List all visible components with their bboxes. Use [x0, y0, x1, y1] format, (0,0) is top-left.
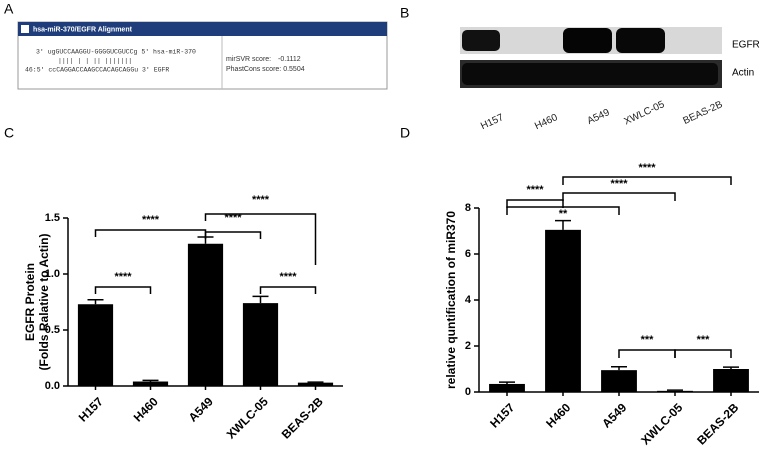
score-label: PhastCons score: 0.5504: [226, 66, 305, 73]
error-bar: [87, 299, 104, 305]
significance-label: ****: [638, 162, 656, 174]
significance-label: ****: [114, 271, 132, 283]
bar: [489, 383, 525, 392]
significance-bracket: [562, 176, 732, 185]
blot-band: [462, 30, 500, 51]
x-tick-label: A549: [186, 394, 216, 424]
blot-row-label: EGFR: [732, 40, 760, 51]
significance-label: ****: [224, 212, 242, 224]
bar: [132, 381, 169, 386]
significance-bracket: [506, 206, 620, 215]
bar: [77, 304, 114, 386]
significance-bracket: [204, 231, 262, 239]
significance-bracket: [204, 213, 317, 265]
blot-band: [563, 28, 612, 53]
x-tick-label: H157: [487, 400, 517, 430]
significance-label: ****: [142, 214, 160, 226]
alignment-line: |||| | | || |||||||: [58, 58, 132, 65]
bar: [713, 369, 749, 392]
x-tick-label: BEAS-2B: [694, 400, 741, 447]
lane-label: H460: [533, 112, 560, 132]
significance-bracket: [506, 199, 564, 208]
y-axis-label: relative quntification of miR370: [444, 211, 458, 389]
bar: [187, 243, 224, 386]
icon: [21, 25, 29, 33]
y-axis-label: (Folds Ralative to Actin): [37, 234, 51, 371]
significance-label: ****: [252, 194, 270, 206]
y-tick-label: 1.0: [45, 268, 60, 280]
panel-label: B: [400, 5, 409, 21]
error-bar: [611, 365, 627, 371]
y-tick-label: 2: [465, 340, 471, 352]
x-tick-label: H157: [76, 394, 106, 424]
western-blot: EGFR Actin H157 H460 A549 XWLC-05 BEAS-2…: [460, 27, 760, 132]
significance-bracket: [562, 192, 676, 201]
panel-label: C: [4, 125, 14, 141]
significance-bracket: [94, 229, 207, 237]
y-tick-label: 4: [465, 294, 472, 306]
lane-label: BEAS-2B: [681, 99, 724, 127]
significance-label: **: [559, 208, 568, 220]
y-tick-label: 0: [465, 386, 471, 398]
significance-label: ****: [610, 178, 628, 190]
bar: [545, 229, 581, 392]
error-bar: [252, 295, 269, 304]
score-label: mirSVR score:: [226, 56, 271, 63]
box-header: [18, 22, 387, 36]
error-bar: [307, 381, 324, 383]
y-tick-label: 8: [465, 202, 471, 214]
lane-label: XWLC-05: [622, 99, 666, 127]
x-tick-label: BEAS-2B: [279, 394, 326, 441]
significance-bracket: [674, 349, 732, 358]
alignment-box: hsa-miR-370/EGFR Alignment 3' ugGUCCAAGG…: [17, 21, 388, 90]
panel-label: A: [4, 1, 14, 17]
significance-label: ***: [697, 334, 711, 346]
significance-label: ***: [641, 334, 655, 346]
lane-label: H157: [479, 112, 506, 132]
error-bar: [667, 389, 683, 391]
error-bar: [723, 366, 739, 369]
blot-band: [616, 28, 665, 53]
bar: [242, 303, 279, 386]
alignment-title: hsa-miR-370/EGFR Alignment: [33, 26, 133, 33]
error-bar: [499, 381, 515, 384]
x-tick-label: H460: [131, 394, 161, 424]
alignment-line: 46:5' ccCAGGACCAAGCCACAGCAGGu 3' EGFR: [25, 67, 169, 74]
significance-bracket: [618, 349, 676, 358]
score-value: -0.1112: [278, 56, 301, 63]
y-tick-label: 0.0: [45, 380, 60, 392]
lane-label: A549: [586, 107, 612, 127]
x-tick-label: H460: [543, 400, 573, 430]
y-axis-label: EGFR Protein: [23, 263, 37, 341]
y-tick-label: 6: [465, 248, 471, 260]
y-tick-label: 1.5: [45, 212, 60, 224]
bar: [297, 382, 334, 386]
x-tick-label: A549: [599, 400, 629, 430]
error-bar: [555, 219, 571, 230]
significance-label: ****: [526, 184, 544, 196]
bar: [601, 370, 637, 392]
blot-band: [462, 63, 718, 85]
x-tick-label: XWLC-05: [638, 400, 685, 447]
significance-bracket: [259, 286, 317, 294]
significance-bracket: [94, 286, 152, 294]
alignment-line: 3' ugGUCCAAGGU-GGGGUCGUCCg 5' hsa-miR-37…: [36, 49, 196, 56]
error-bar: [142, 379, 159, 382]
panel-label: D: [400, 125, 410, 141]
significance-label: ****: [279, 271, 297, 283]
x-tick-label: XWLC-05: [224, 394, 271, 441]
y-tick-label: 0.5: [45, 324, 60, 336]
bar: [657, 390, 693, 392]
blot-row-label: Actin: [732, 68, 754, 79]
